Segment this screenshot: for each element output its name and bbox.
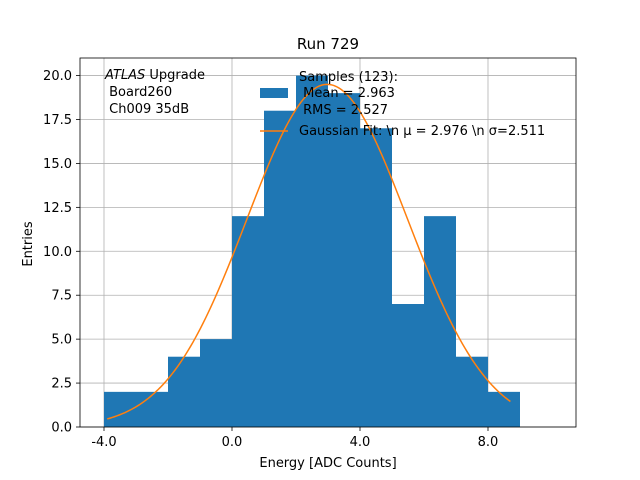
tick-labels: -4.0 0.0 4.0 8.0 0.0 2.5 5.0 7.5 10.0 12.5 15.0 17.…: [43, 69, 498, 450]
x-axis-label: Energy [ADC Counts]: [259, 456, 396, 471]
x-tick-label: -4.0: [91, 435, 116, 450]
chart-title: Run 729: [297, 35, 359, 53]
y-tick-label: 10.0: [43, 245, 72, 260]
y-tick-label: 2.5: [51, 377, 72, 392]
y-tick-label: 17.5: [43, 113, 72, 128]
histogram-bar: [488, 391, 520, 427]
atlas-annotation: ATLAS Upgrade Board260 Ch009 35dB: [104, 68, 205, 117]
histogram-bars: [104, 75, 520, 428]
histogram-bar: [360, 128, 392, 428]
atlas-label: ATLAS: [104, 68, 145, 83]
legend-fit-label: Gaussian Fit: \n μ = 2.976 \n σ=2.511: [299, 124, 545, 139]
y-tick-label: 20.0: [43, 69, 72, 84]
histogram-bar: [296, 75, 328, 428]
histogram-bar: [168, 356, 200, 427]
axes: [76, 57, 577, 431]
annotation-line2: Board260: [105, 85, 172, 100]
histogram-bar: [456, 356, 488, 427]
histogram-bar: [136, 391, 168, 427]
upgrade-label: Upgrade: [145, 68, 205, 83]
histogram-bar: [200, 339, 232, 427]
x-tick-label: 8.0: [478, 435, 499, 450]
y-tick-label: 7.5: [51, 289, 72, 304]
annotation-line1: ATLAS Upgrade: [104, 68, 205, 83]
legend-samples-patch: [260, 88, 288, 98]
legend-samples-line2: Mean = 2.963: [299, 86, 395, 101]
fit-curve: [106, 83, 511, 420]
legend: Samples (123): Mean = 2.963 RMS = 2.527 …: [260, 70, 545, 139]
plot-frame: [79, 57, 577, 428]
gaussian-fit: [106, 83, 511, 420]
histogram-bar: [264, 110, 296, 427]
y-axis-label: Entries: [21, 221, 36, 267]
y-tick-label: 5.0: [51, 333, 72, 348]
y-tick-label: 0.0: [51, 421, 72, 436]
y-tick-label: 15.0: [43, 157, 72, 172]
annotation-line3: Ch009 35dB: [105, 102, 189, 117]
legend-samples-line3: RMS = 2.527: [299, 103, 388, 118]
histogram-bar: [232, 216, 264, 427]
x-tick-label: 4.0: [350, 435, 371, 450]
x-tick-label: 0.0: [222, 435, 243, 450]
histogram-bar: [392, 304, 424, 427]
legend-samples-line1: Samples (123):: [299, 70, 398, 85]
y-tick-label: 12.5: [43, 201, 72, 216]
histogram-bar: [328, 93, 360, 428]
